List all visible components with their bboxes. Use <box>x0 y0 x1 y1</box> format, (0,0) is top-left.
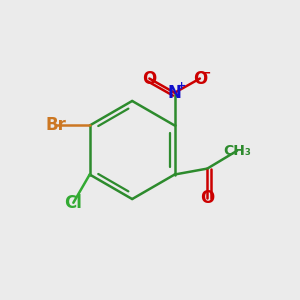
Text: O: O <box>200 189 214 207</box>
Text: O: O <box>193 70 207 88</box>
Text: O: O <box>142 70 157 88</box>
Text: N: N <box>168 84 182 102</box>
Text: Br: Br <box>45 116 66 134</box>
Text: Cl: Cl <box>64 194 82 212</box>
Text: −: − <box>201 67 212 80</box>
Text: +: + <box>177 81 186 91</box>
Text: CH₃: CH₃ <box>223 144 251 158</box>
